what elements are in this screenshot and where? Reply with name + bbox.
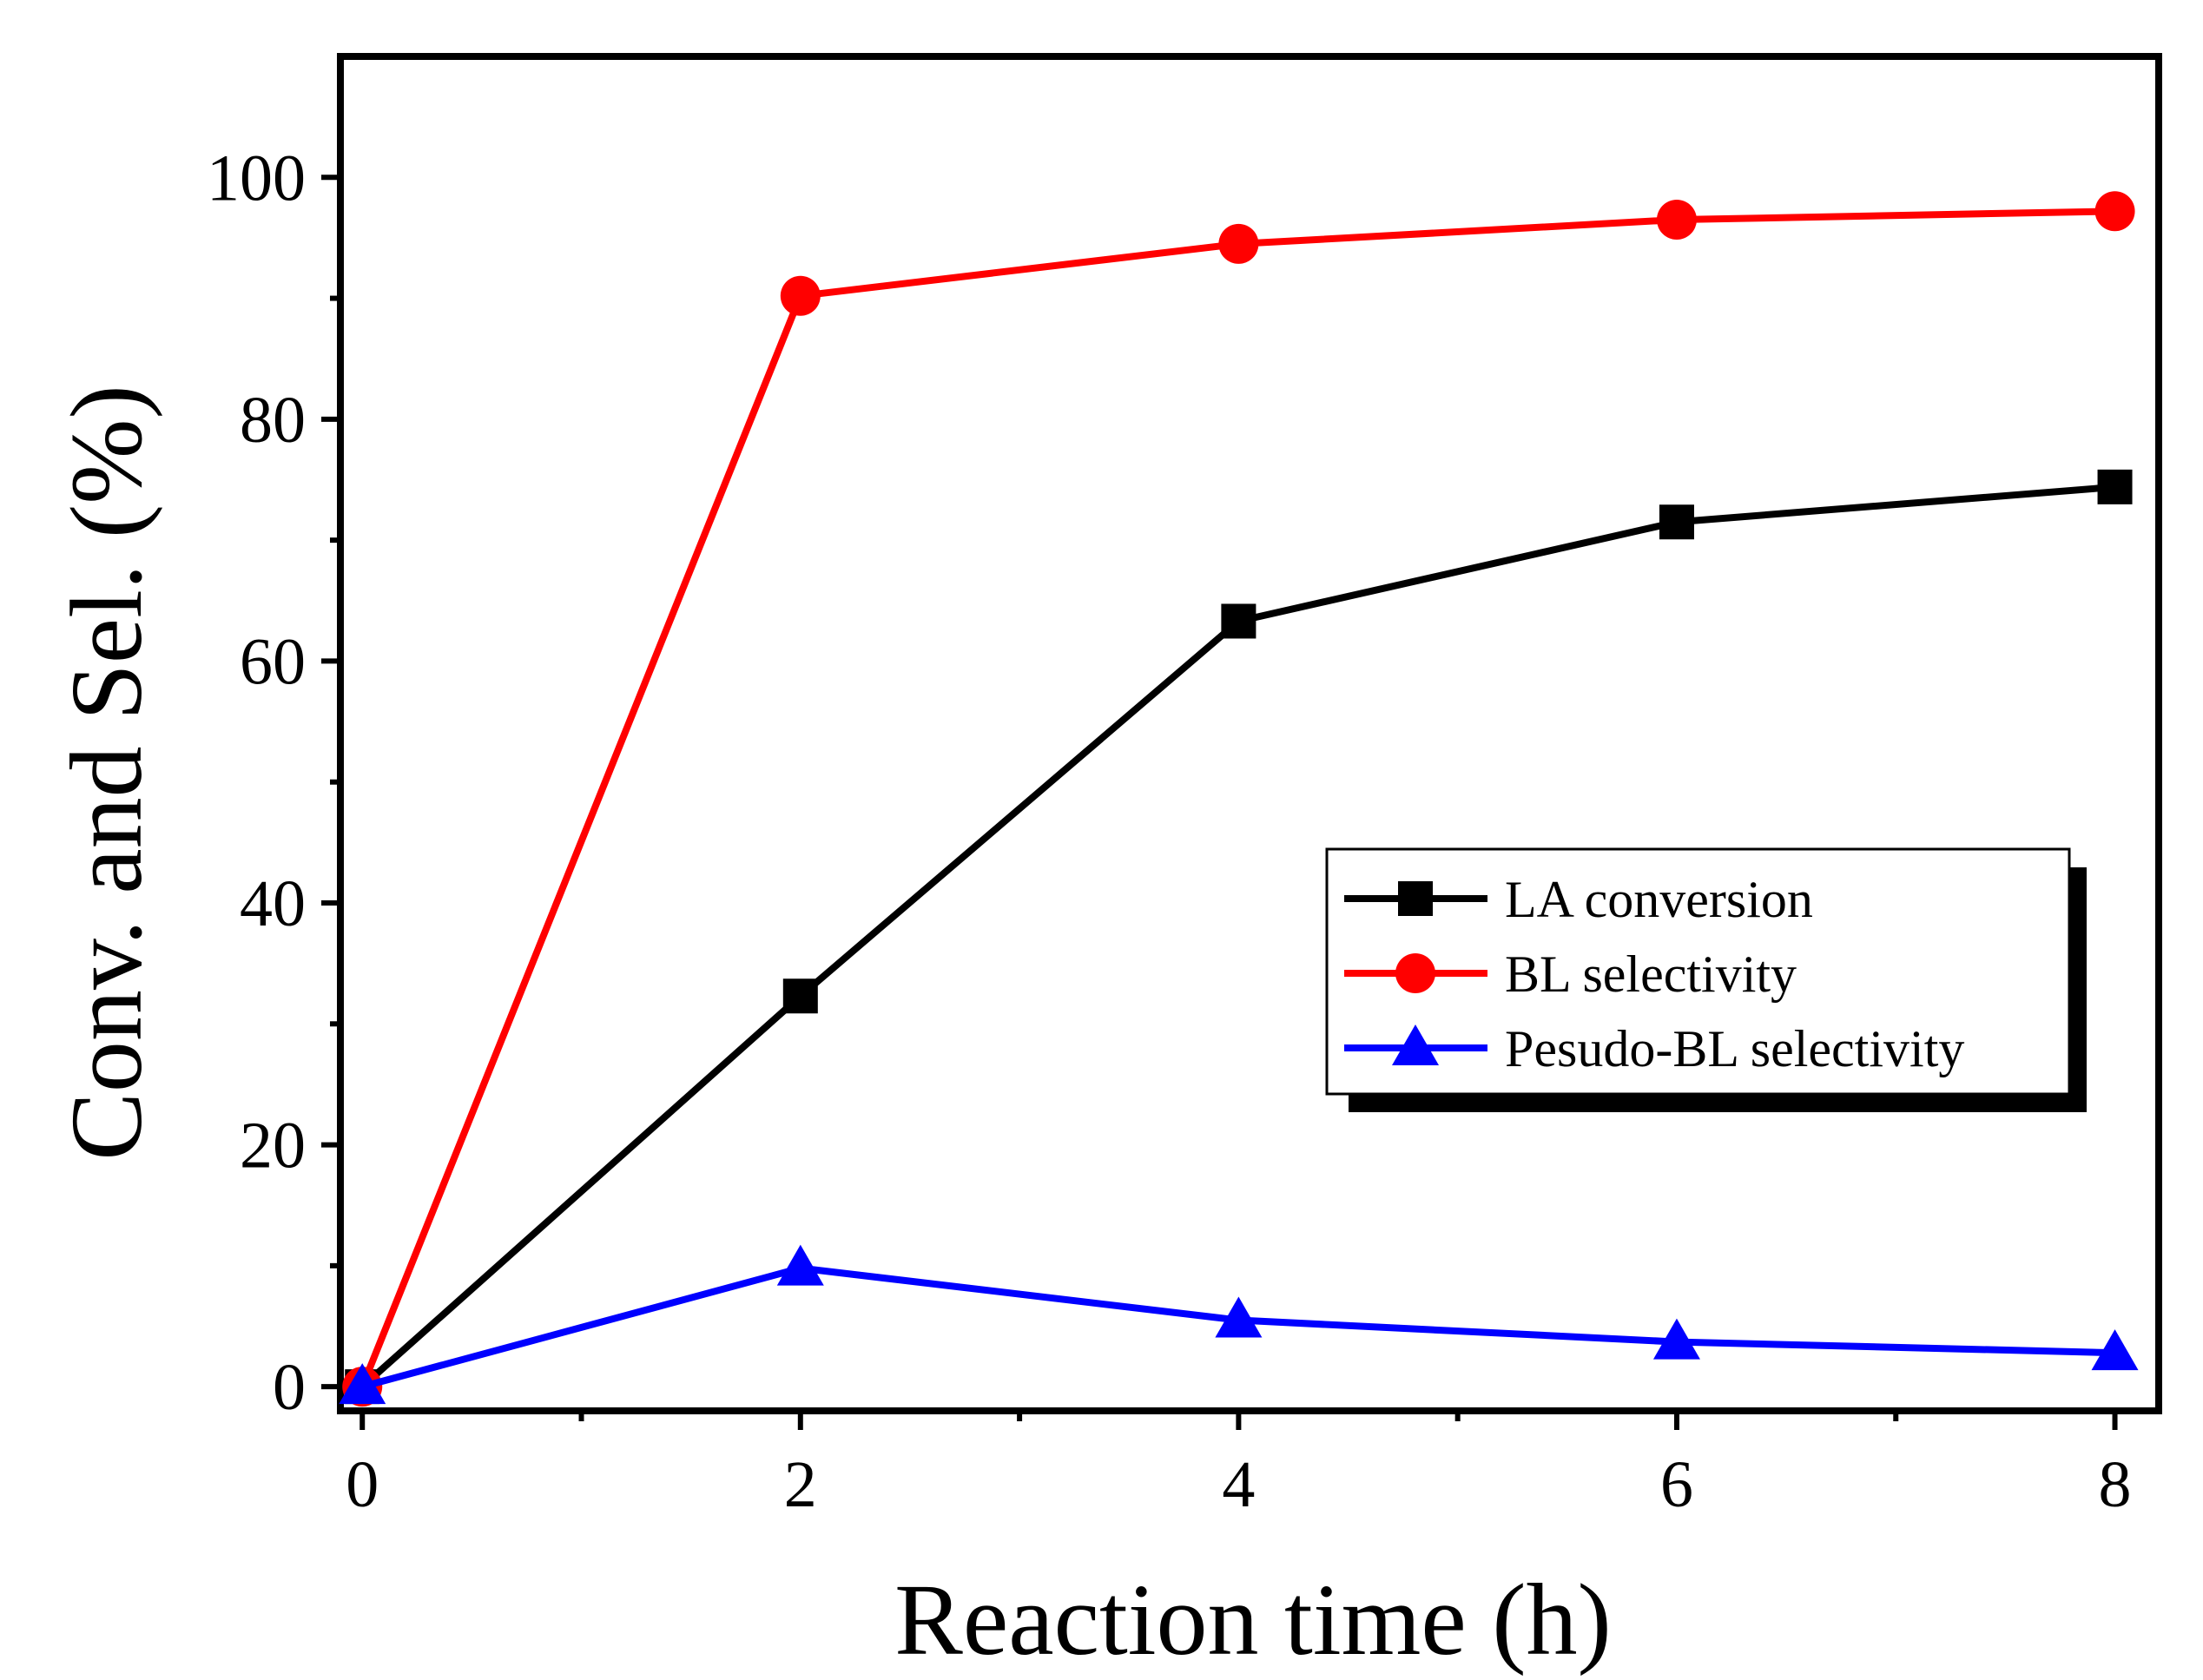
legend-items: LA conversion BL selectivity Pesudo-BL sel…: [1344, 871, 1964, 1077]
y-tick-label: 100: [207, 142, 306, 214]
y-tick-label: 0: [273, 1351, 306, 1424]
plot-frame: [337, 53, 2162, 1414]
legend-marker: [1395, 953, 1435, 993]
legend-marker: [1392, 1024, 1439, 1065]
data-point-pesudo-bl-selectivity: [776, 1244, 824, 1286]
legend-label: Pesudo-BL selectivity: [1505, 1020, 1964, 1077]
x-axis-tick-labels: 0 2 4 6 8: [346, 1448, 2131, 1521]
x-tick-label: 8: [2099, 1448, 2132, 1521]
legend-label: LA conversion: [1505, 871, 1813, 928]
data-point-bl-selectivity: [2094, 191, 2135, 232]
data-point-bl-selectivity: [1218, 223, 1259, 264]
data-point-la-conversion: [2097, 469, 2133, 504]
data-point-pesudo-bl-selectivity: [1215, 1296, 1263, 1338]
data-point-pesudo-bl-selectivity: [1652, 1318, 1700, 1360]
series-pesudo-bl-selectivity: [339, 1244, 2139, 1405]
data-series: [339, 191, 2139, 1407]
x-tick-label: 6: [1660, 1448, 1693, 1521]
y-axis-ticks: [321, 175, 340, 1390]
data-point-la-conversion: [782, 978, 818, 1014]
y-tick-label: 20: [240, 1110, 306, 1183]
data-point-pesudo-bl-selectivity: [2091, 1329, 2139, 1371]
x-tick-label: 2: [784, 1448, 817, 1521]
legend-item-la-conversion: LA conversion: [1344, 871, 1813, 928]
y-tick-label: 80: [240, 384, 306, 457]
y-tick-label: 40: [240, 867, 306, 940]
x-tick-label: 0: [346, 1448, 379, 1521]
x-tick-label: 4: [1222, 1448, 1255, 1521]
x-axis-title: Reaction time (h): [894, 1563, 1612, 1677]
y-axis-title: Conv. and Sel. (%): [49, 385, 163, 1161]
data-point-bl-selectivity: [780, 275, 821, 316]
legend-marker: [1398, 881, 1433, 916]
data-point-la-conversion: [1221, 603, 1257, 639]
data-point-bl-selectivity: [1656, 200, 1697, 240]
x-axis-ticks: [359, 1411, 2118, 1430]
legend: LA conversion BL selectivity Pesudo-BL sel…: [1325, 847, 2087, 1112]
y-axis-tick-labels: 0 20 40 60 80 100: [207, 142, 306, 1424]
legend-label: BL selectivity: [1505, 945, 1797, 1003]
data-point-pesudo-bl-selectivity: [339, 1363, 386, 1405]
y-tick-label: 60: [240, 625, 306, 698]
data-point-la-conversion: [1659, 504, 1694, 540]
legend-item-bl-selectivity: BL selectivity: [1344, 945, 1797, 1003]
legend-item-pesudo-bl-selectivity: Pesudo-BL selectivity: [1344, 1020, 1964, 1077]
